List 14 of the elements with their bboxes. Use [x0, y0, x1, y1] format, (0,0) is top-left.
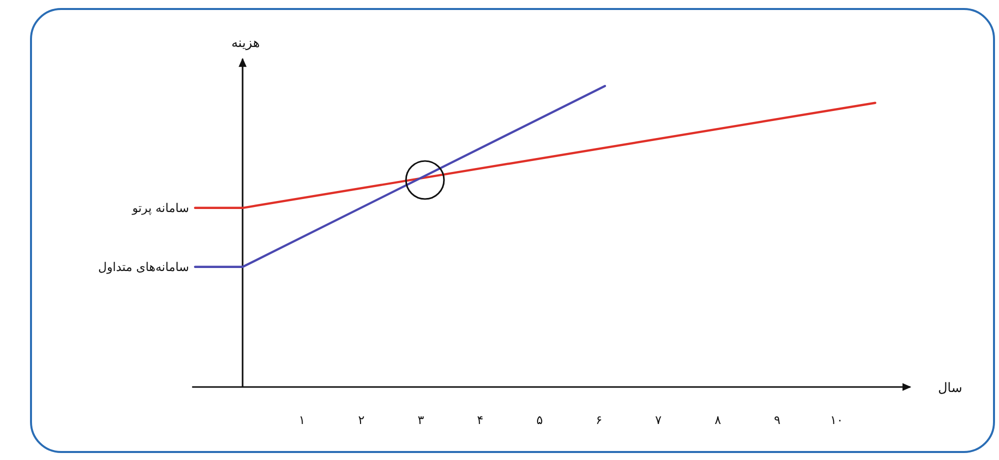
x-tick-label: ۷ [655, 413, 662, 427]
x-tick-label: ۲ [358, 413, 365, 427]
x-axis-title: سال [938, 381, 962, 396]
x-tick-label: ۳ [418, 413, 425, 427]
series-label: سامانه پرتو [131, 200, 190, 215]
x-tick-label: ۸ [714, 413, 722, 427]
x-tick-label: ۴ [476, 413, 484, 427]
x-tick-label: ۱ [298, 413, 306, 427]
x-tick-label: ۱۰ [830, 413, 844, 427]
x-tick-label: ۹ [774, 413, 780, 427]
y-axis-title: هزینه [231, 36, 260, 51]
series-label: سامانه‌های متداول [98, 260, 190, 274]
x-tick-label: ۶ [596, 413, 602, 427]
x-tick-label: ۵ [536, 413, 543, 427]
